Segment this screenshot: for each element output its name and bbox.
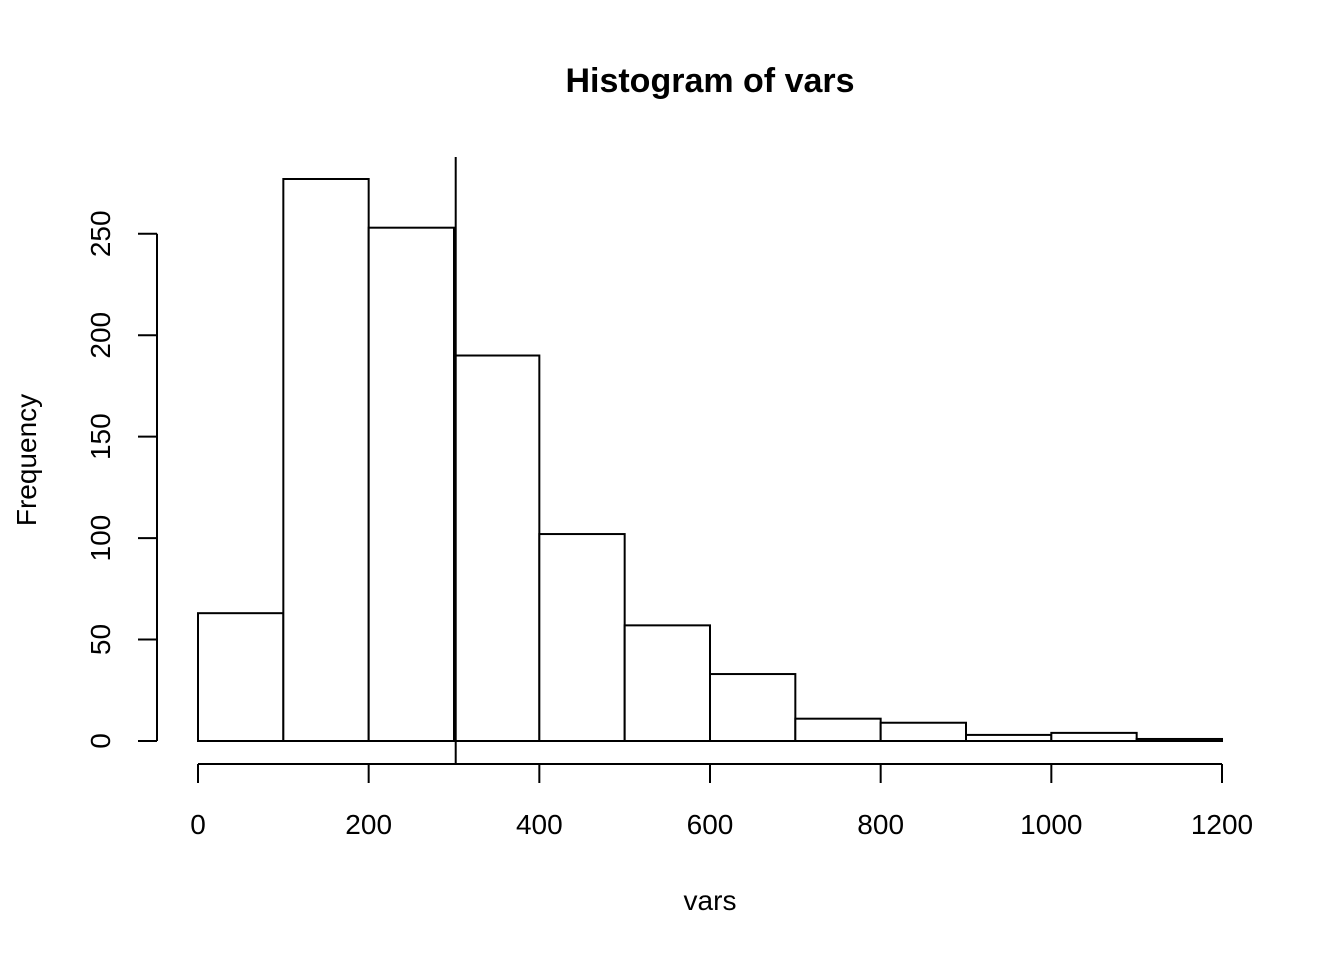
y-axis-label: Frequency [11, 394, 42, 526]
y-axis: 0 50 100 150 200 250 [85, 210, 158, 749]
y-tick-label: 150 [85, 413, 116, 460]
x-tick-label: 1200 [1191, 809, 1253, 840]
x-tick-label: 600 [687, 809, 734, 840]
x-axis-label: vars [684, 885, 737, 916]
y-tick-label: 100 [85, 515, 116, 562]
x-tick-label: 800 [857, 809, 904, 840]
x-tick-label: 200 [345, 809, 392, 840]
bars-group [197, 178, 1223, 743]
histogram-bar [538, 533, 626, 742]
x-tick-label: 0 [190, 809, 206, 840]
histogram-bar [282, 178, 370, 742]
histogram-bar [965, 733, 1053, 742]
histogram-bar [794, 717, 882, 743]
histogram-bar [709, 673, 797, 743]
histogram-bar [879, 721, 968, 742]
y-tick-label: 200 [85, 312, 116, 359]
y-tick-label: 50 [85, 624, 116, 655]
x-tick-label: 1000 [1020, 809, 1082, 840]
x-axis: 0 200 400 600 800 1000 1200 [190, 763, 1253, 840]
x-tick-label: 400 [516, 809, 563, 840]
histogram-bar [197, 612, 285, 742]
chart-title: Histogram of vars [565, 62, 854, 100]
histogram-bar [1135, 737, 1223, 743]
histogram-bar [623, 624, 712, 743]
y-tick-label: 250 [85, 210, 116, 257]
histogram-bar [367, 226, 455, 743]
histogram-bar [453, 354, 541, 742]
y-tick-label: 0 [85, 733, 116, 749]
histogram-bar [1050, 731, 1138, 742]
